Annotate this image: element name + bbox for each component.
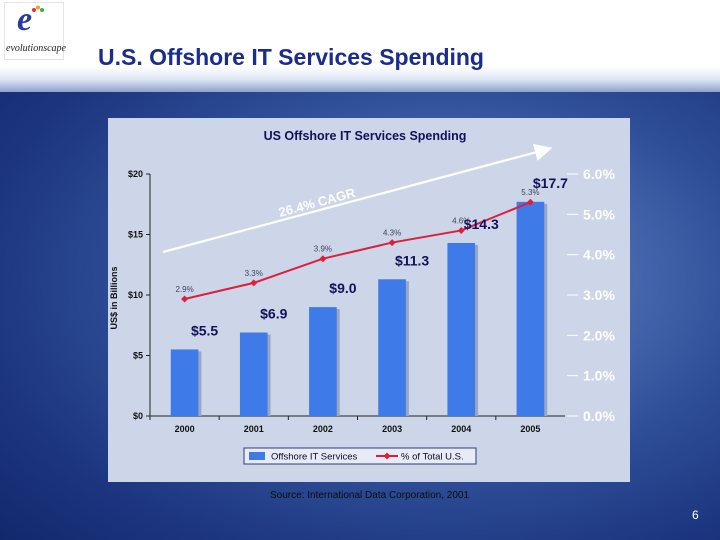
legend-bar-swatch [249,452,265,460]
y2-tick-label: 2.0% [583,327,615,343]
bar-data-label: $14.3 [464,216,499,232]
line-point [250,279,258,287]
logo-wordmark: evolutionscape [6,43,66,54]
y-tick-label: $5 [133,351,143,361]
logo-letter-e-icon: e [17,1,33,38]
company-logo: e evolutionscape [4,1,66,60]
line-point [388,239,396,247]
page-number: 6 [692,508,699,522]
line-point [319,255,327,263]
page-title: U.S. Offshore IT Services Spending [98,44,484,70]
y-tick-label: $10 [128,290,143,300]
header-band [0,0,720,92]
source-note: Source: International Data Corporation, … [270,490,470,501]
bar [309,307,337,416]
y2-tick-label: 0.0% [583,408,615,424]
bar [516,201,545,416]
line-point [181,295,189,303]
bar [447,242,476,416]
line-point [457,226,465,234]
logo-dots-icon [32,5,44,12]
y-tick-label: $20 [128,169,143,179]
line-data-label: 5.3% [521,188,539,197]
line-data-label: 4.6% [452,216,470,225]
bar [239,332,268,416]
line-data-label: 3.9% [314,245,332,254]
line-data-label: 4.3% [383,229,401,238]
y2-tick-label: 5.0% [583,206,615,222]
cagr-arrow [162,143,553,254]
bar-data-label: $5.5 [191,322,218,338]
bar-data-label: $6.9 [260,306,287,322]
x-tick-label: 2004 [451,424,471,434]
bar [378,279,406,416]
y-axis-label: US$ in Billions [109,266,119,329]
legend-line-label: % of Total U.S. [401,452,464,463]
y2-tick-label: 1.0% [583,368,615,384]
series-line [184,201,531,301]
line-data-label: 2.9% [175,285,193,294]
x-tick-label: 2003 [382,424,402,434]
x-tick-label: 2005 [520,424,540,434]
x-tick-label: 2002 [313,424,333,434]
bar-data-label: $11.3 [395,252,429,268]
chart-title: US Offshore IT Services Spending [264,129,467,143]
bar-data-label: $9.0 [329,280,356,296]
y-tick-label: $15 [128,230,143,240]
x-tick-label: 2001 [244,424,264,434]
y-tick-label: $0 [133,411,143,421]
legend-box [243,447,477,465]
bar-data-label: $17.7 [533,175,568,191]
line-point [526,198,534,206]
y2-tick-label: 3.0% [583,287,615,303]
legend-line-marker [383,452,391,460]
y2-tick-label: 6.0% [583,166,615,182]
y2-tick-label: 4.0% [583,247,615,263]
bar [170,349,199,416]
x-tick-label: 2000 [175,424,195,434]
line-data-label: 3.3% [245,269,263,278]
legend-bar-label: Offshore IT Services [271,452,357,463]
